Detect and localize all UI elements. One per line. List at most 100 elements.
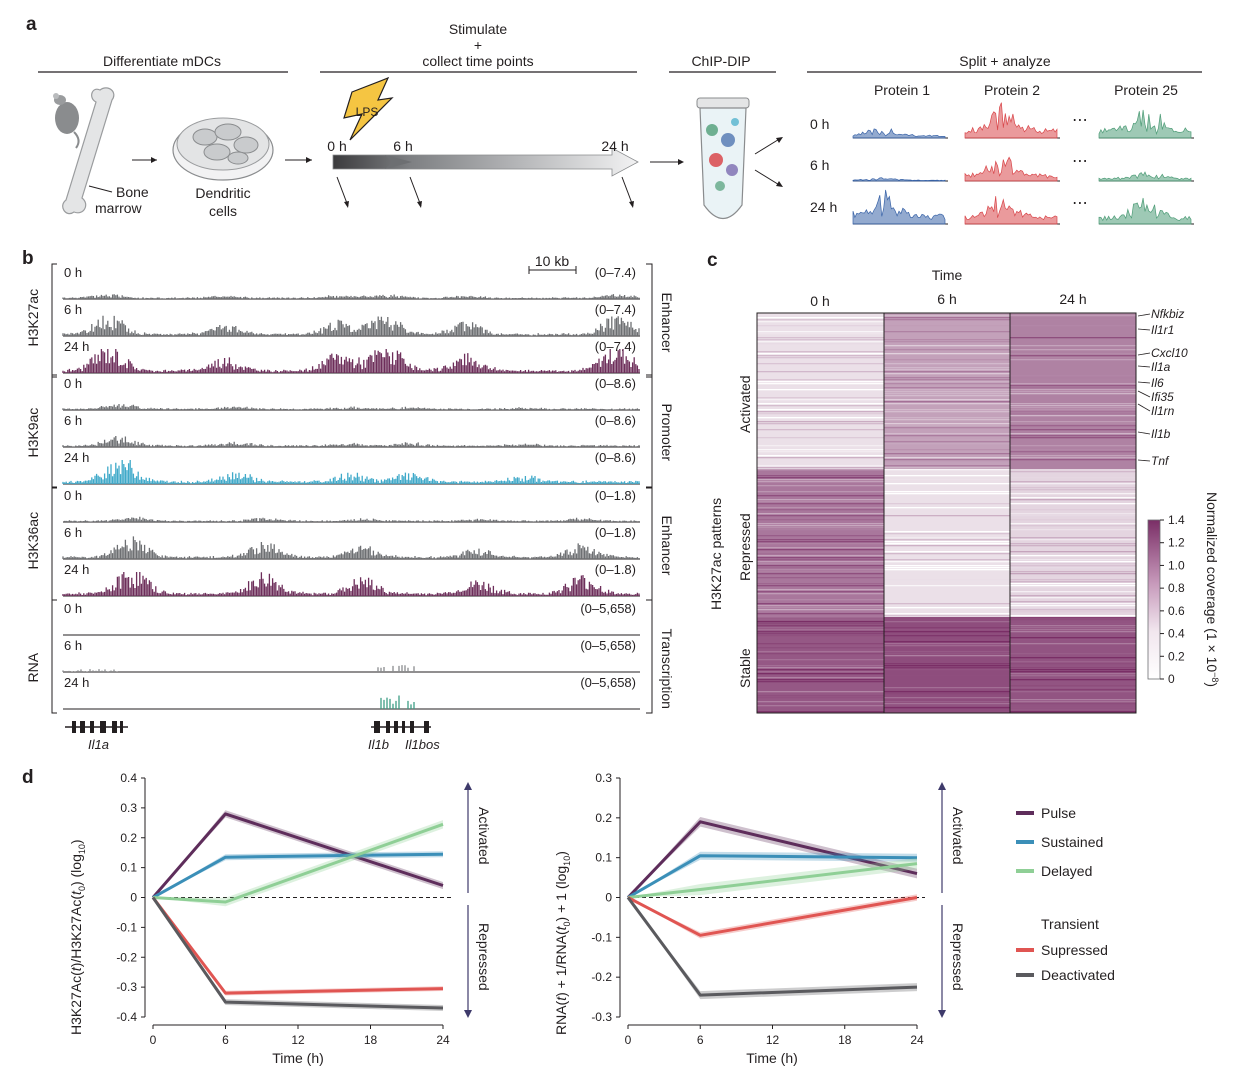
- heatmap-row: [1010, 673, 1136, 675]
- dendritic-label-1: Dendritic: [195, 185, 250, 201]
- panel-d: d 0.40.30.20.10-0.1-0.2-0.3-0.40 6 12 18 24 …: [22, 767, 1115, 1066]
- heatmap-row: [1010, 537, 1136, 539]
- heatmap-row: [884, 669, 1010, 671]
- heatmap-row: [1010, 345, 1136, 347]
- heatmap-row: [757, 383, 884, 385]
- heatmap-row: [757, 691, 884, 693]
- heatmap-row: [757, 653, 884, 655]
- genome-tracks: H3K27ac Enhancer 0 h (0–7.4) 6 h (0–7.4) 24 h (…: [25, 263, 675, 714]
- gene-leader: [1137, 352, 1151, 356]
- heatmap-row: [757, 677, 884, 679]
- mini-track-signal: [964, 196, 1058, 225]
- x-tick-label: 12: [766, 1033, 780, 1047]
- heatmap-row: [884, 461, 1010, 463]
- series-band-deactivated: [628, 897, 917, 1000]
- heatmap-row: [757, 605, 884, 607]
- heatmap-row: [884, 325, 1010, 327]
- heatmap-row: [884, 449, 1010, 451]
- heatmap-row: [884, 697, 1010, 699]
- heatmap-row: [884, 675, 1010, 677]
- heatmap-row: [1010, 313, 1136, 315]
- heatmap-row: [757, 519, 884, 521]
- heatmap-row: [757, 413, 884, 415]
- series-line-delayed: [152, 822, 444, 904]
- heatmap-row: [757, 701, 884, 703]
- group-stable: Stable: [737, 648, 753, 688]
- heatmap-row: [884, 603, 1010, 605]
- heatmap-row: [1010, 571, 1136, 573]
- bone-marrow-label-2: marrow: [95, 200, 143, 216]
- heatmap-row: [884, 483, 1010, 485]
- heatmap-row: [1010, 601, 1136, 603]
- series-line-delayed: [627, 862, 918, 899]
- heatmap-row: [757, 553, 884, 555]
- heatmap-row: [757, 651, 884, 653]
- heatmap-row: [757, 399, 884, 401]
- heatmap-row: [757, 679, 884, 681]
- heatmap-row: [1010, 711, 1136, 713]
- track-signal: [62, 349, 640, 373]
- gene-leader: [1137, 313, 1151, 317]
- track-signal: [62, 572, 640, 596]
- heatmap-row: [1010, 387, 1136, 389]
- heatmap-row: [1010, 669, 1136, 671]
- heatmap-row: [757, 527, 884, 529]
- series-band-supressed: [628, 894, 917, 939]
- heatmap-row: [757, 379, 884, 381]
- region-bracket: [646, 374, 653, 489]
- heatmap-row: [1010, 581, 1136, 583]
- heatmap-row: [884, 613, 1010, 615]
- lps-label: LPS: [356, 105, 379, 119]
- region-bracket: [646, 599, 653, 714]
- gene-leader: [1137, 328, 1151, 331]
- heatmap-row: [757, 353, 884, 355]
- heatmap-row: [757, 525, 884, 527]
- heatmap-row: [884, 467, 1010, 469]
- heatmap-row: [884, 693, 1010, 695]
- heatmap-row: [757, 659, 884, 661]
- panel-c: c Time 0 h 6 h 24 h H3K27ac patterns Act…: [707, 250, 1220, 714]
- y-tick-label: 0.2: [595, 811, 612, 825]
- track-time-label: 0 h: [64, 265, 82, 280]
- track-range-label: (0–7.4): [595, 265, 636, 280]
- mini-track-signal: [964, 102, 1058, 139]
- heatmap-row: [884, 561, 1010, 563]
- mini-track-signal: [1098, 197, 1192, 225]
- track-range-label: (0–1.8): [595, 488, 636, 503]
- heatmap-row: [757, 623, 884, 625]
- heatmap-row: [884, 377, 1010, 379]
- heatmap-row: [1010, 529, 1136, 531]
- heatmap-row: [884, 651, 1010, 653]
- heatmap-row: [1010, 523, 1136, 525]
- heatmap-row: [1010, 675, 1136, 677]
- protein-2-label: Protein 2: [984, 82, 1040, 98]
- heatmap-row: [757, 695, 884, 697]
- heatmap-row: [757, 535, 884, 537]
- heatmap-row: [757, 381, 884, 383]
- heatmap-row: [884, 579, 1010, 581]
- heatmap-row: [757, 397, 884, 399]
- heatmap-row: [1010, 423, 1136, 425]
- heatmap-row: [884, 435, 1010, 437]
- heatmap-row: [1010, 433, 1136, 435]
- heatmap-row: [757, 405, 884, 407]
- heatmap-row: [884, 469, 1010, 471]
- chart1-activated-label: Activated: [476, 807, 492, 865]
- heatmap-row: [757, 331, 884, 333]
- series-line-sustained: [627, 854, 918, 899]
- heatmap-row: [884, 491, 1010, 493]
- heatmap-row: [757, 319, 884, 321]
- track-signal: [62, 536, 640, 559]
- section-differentiate: Differentiate mDCs: [103, 53, 221, 69]
- heatmap-row: [757, 481, 884, 483]
- heatmap-frame: [756, 312, 1137, 714]
- heatmap-row: [757, 643, 884, 645]
- heatmap-row: [884, 549, 1010, 551]
- track-signal: [63, 516, 640, 522]
- series-line-sustained: [152, 852, 444, 899]
- heatmap-row: [884, 555, 1010, 557]
- heatmap-row: [884, 545, 1010, 547]
- heatmap-row: [757, 333, 884, 335]
- track-mark-label: H3K36ac: [25, 512, 41, 570]
- track-signal: [62, 315, 640, 336]
